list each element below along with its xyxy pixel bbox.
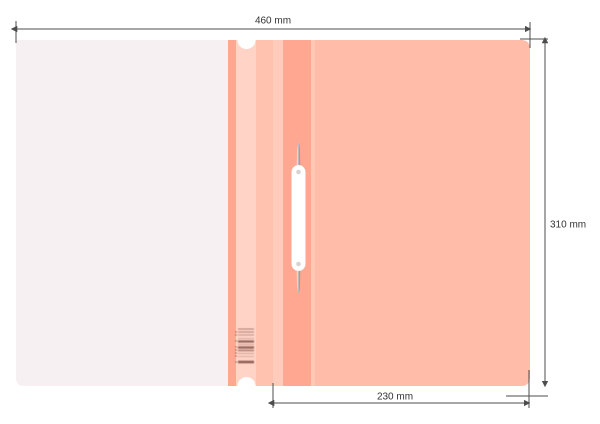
svg-text:230 mm: 230 mm <box>377 392 413 403</box>
svg-text:310 mm: 310 mm <box>550 220 586 231</box>
svg-text:460 mm: 460 mm <box>255 16 291 27</box>
